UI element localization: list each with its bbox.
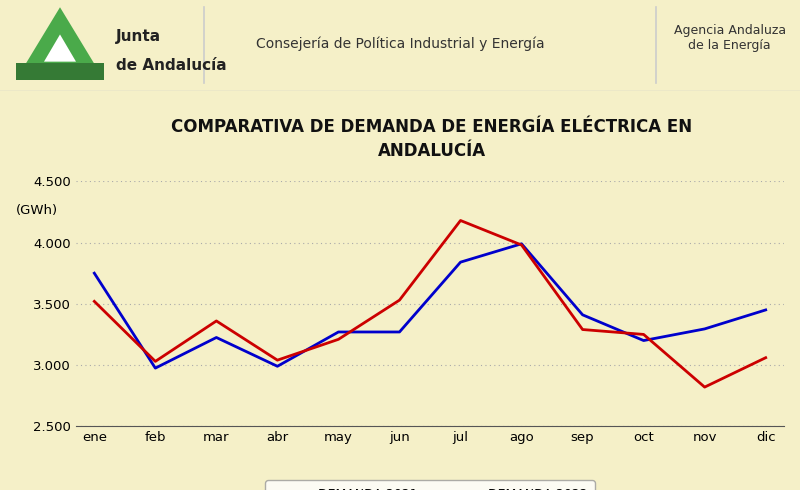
- DEMANDA 2021: [211, 335, 221, 341]
- DEMANDA 2021: [700, 326, 710, 332]
- DEMANDA 2021: [578, 312, 587, 318]
- Polygon shape: [16, 64, 104, 80]
- DEMANDA 2021: [517, 241, 526, 247]
- Line: DEMANDA 2022: DEMANDA 2022: [94, 220, 766, 387]
- DEMANDA 2022: [578, 327, 587, 333]
- DEMANDA 2022: [90, 298, 99, 304]
- DEMANDA 2021: [90, 270, 99, 276]
- Text: Junta: Junta: [116, 29, 161, 44]
- Polygon shape: [44, 34, 76, 62]
- DEMANDA 2022: [273, 357, 282, 363]
- Polygon shape: [16, 7, 104, 80]
- Line: DEMANDA 2021: DEMANDA 2021: [94, 244, 766, 368]
- Legend: DEMANDA 2021, DEMANDA 2022: DEMANDA 2021, DEMANDA 2022: [266, 480, 594, 490]
- Text: de Andalucía: de Andalucía: [116, 58, 226, 73]
- Y-axis label: (GWh): (GWh): [16, 204, 58, 217]
- Text: Agencia Andaluza
de la Energía: Agencia Andaluza de la Energía: [674, 24, 786, 52]
- DEMANDA 2021: [456, 259, 466, 265]
- Text: ANDALUCÍA: ANDALUCÍA: [378, 142, 486, 160]
- DEMANDA 2022: [150, 359, 160, 365]
- DEMANDA 2021: [639, 338, 649, 343]
- DEMANDA 2022: [456, 218, 466, 223]
- DEMANDA 2021: [150, 365, 160, 371]
- DEMANDA 2022: [517, 242, 526, 248]
- DEMANDA 2021: [394, 329, 404, 335]
- Text: Consejería de Política Industrial y Energía: Consejería de Política Industrial y Ener…: [256, 36, 544, 51]
- DEMANDA 2022: [761, 355, 770, 361]
- DEMANDA 2021: [334, 329, 343, 335]
- DEMANDA 2022: [211, 318, 221, 324]
- DEMANDA 2022: [334, 337, 343, 343]
- DEMANDA 2022: [700, 384, 710, 390]
- DEMANDA 2022: [639, 331, 649, 337]
- DEMANDA 2021: [273, 364, 282, 369]
- DEMANDA 2022: [394, 297, 404, 303]
- DEMANDA 2021: [761, 307, 770, 313]
- Text: COMPARATIVA DE DEMANDA DE ENERGÍA ELÉCTRICA EN: COMPARATIVA DE DEMANDA DE ENERGÍA ELÉCTR…: [171, 118, 693, 136]
